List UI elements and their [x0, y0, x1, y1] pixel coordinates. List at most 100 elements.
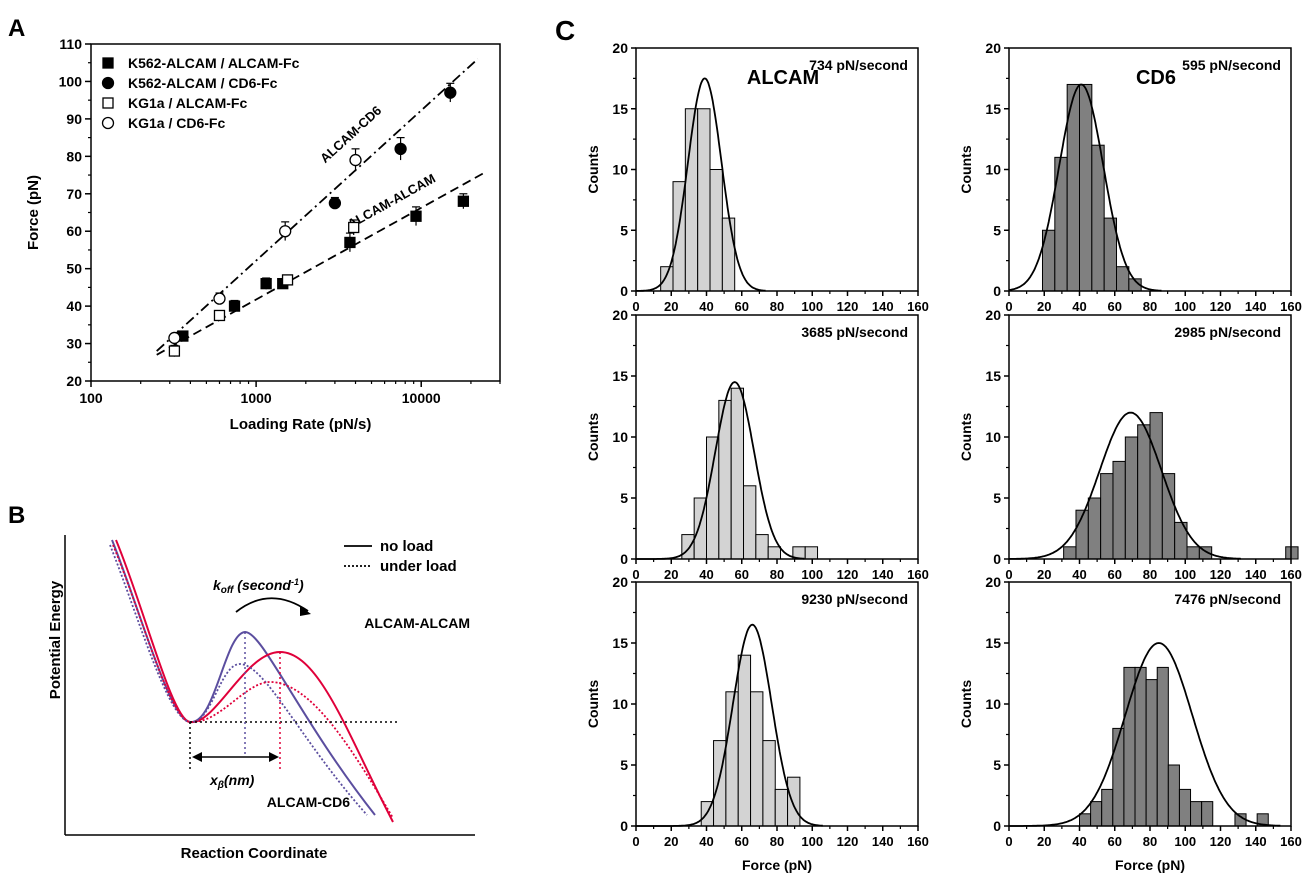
c-plot-frame	[635, 314, 919, 560]
a-ytick-label: 70	[66, 186, 82, 202]
a-legend-label: K562-ALCAM / CD6-Fc	[128, 75, 278, 91]
panel-letter-b: B	[8, 502, 25, 529]
b-label-alcam-alcam: ALCAM-ALCAM	[364, 615, 470, 631]
c-bar	[1112, 460, 1126, 560]
c-xlabel: Force (pN)	[1115, 857, 1185, 873]
c-xtick-label: 0	[1005, 567, 1012, 582]
c-ytick-label: 0	[620, 283, 628, 299]
c-ytick-label: 20	[612, 307, 628, 323]
c-bar	[737, 654, 752, 827]
b-label-alcam-cd6: ALCAM-CD6	[267, 794, 350, 810]
c-xtick-label: 40	[1072, 834, 1086, 849]
a-data-point	[444, 86, 457, 99]
a-legend-marker	[101, 76, 115, 90]
c-bar	[1116, 266, 1130, 292]
c-histogram-6: 0 5 10 15 20 0 20 40 60 80 100 120 140 160 7476 pN/sec…	[958, 574, 1302, 873]
c-xtick-label: 80	[1143, 834, 1157, 849]
c-bar	[1124, 436, 1139, 560]
b-curve-alcam-alcam-no-load	[115, 539, 394, 823]
a-legend-label: KG1a / CD6-Fc	[128, 115, 225, 131]
c-ytick-label: 15	[612, 635, 628, 651]
c-bar	[1186, 546, 1200, 560]
a-data-point	[168, 331, 181, 345]
c-bar	[1101, 788, 1114, 827]
c-bar	[762, 740, 776, 827]
c-bar	[787, 776, 801, 827]
c-xtick-label: 40	[1072, 567, 1086, 582]
c-xtick-label: 0	[1005, 834, 1012, 849]
c-bar	[1167, 764, 1180, 827]
a-ytick-label: 90	[66, 111, 82, 127]
c-xtick-label: 100	[1174, 834, 1196, 849]
c-bar	[681, 534, 695, 560]
c-bar	[1190, 801, 1203, 827]
c-ytick-label: 10	[612, 429, 628, 445]
a-xlabel: Loading Rate (pN/s)	[230, 416, 372, 433]
c-xtick-label: 100	[801, 567, 823, 582]
c-xtick-label: 40	[699, 834, 713, 849]
c-ytick-label: 10	[612, 696, 628, 712]
c-ytick-label: 5	[993, 222, 1001, 238]
c-xtick-label: 20	[1037, 567, 1051, 582]
c-ytick-label: 10	[985, 696, 1001, 712]
a-ytick-label: 100	[59, 73, 83, 89]
c-xtick-label: 160	[1280, 834, 1302, 849]
c-bar	[1079, 83, 1093, 292]
c-bar	[1161, 473, 1176, 560]
c-xtick-label: 40	[699, 299, 713, 314]
a-data-point	[394, 142, 407, 155]
c-xtick-label: 60	[735, 299, 749, 314]
c-ytick-label: 20	[985, 40, 1001, 56]
c-bar	[1178, 788, 1192, 827]
a-legend-marker	[102, 57, 114, 69]
c-xtick-label: 160	[907, 299, 929, 314]
c-ylabel: Counts	[958, 145, 974, 193]
c-xtick-label: 20	[664, 834, 678, 849]
c-bar	[1091, 144, 1105, 292]
c-fit-curve	[635, 77, 766, 292]
panel-letter-a: A	[8, 15, 25, 42]
c-xtick-label: 60	[1108, 834, 1122, 849]
c-ytick-label: 20	[985, 307, 1001, 323]
c-xtick-label: 160	[1280, 567, 1302, 582]
a-xtick-label: 1000	[241, 390, 272, 406]
c-bar	[1087, 497, 1102, 560]
c-ytick-label: 10	[985, 162, 1001, 178]
a-data-point	[213, 309, 226, 322]
c-xtick-label: 80	[770, 567, 784, 582]
c-ylabel: Counts	[958, 413, 974, 461]
c-xtick-label: 80	[770, 834, 784, 849]
b-xbeta-arrowhead-left	[192, 752, 202, 762]
c-bar	[660, 266, 674, 292]
a-ytick-label: 20	[66, 373, 82, 389]
b-koff-arrowhead	[300, 606, 311, 616]
a-ylabel: Force (pN)	[25, 175, 42, 250]
c-xtick-label: 0	[632, 834, 639, 849]
a-xtick-label: 100	[79, 390, 103, 406]
c-ylabel: Counts	[585, 413, 601, 461]
c-bar	[1079, 813, 1092, 827]
c-bar	[1100, 473, 1114, 560]
c-bar	[774, 788, 789, 827]
c-ytick-label: 15	[985, 368, 1001, 384]
c-ylabel: Counts	[958, 680, 974, 728]
b-legend-solid-label: no load	[380, 538, 433, 555]
c-xtick-label: 140	[1245, 834, 1267, 849]
c-xtick-label: 120	[1210, 834, 1232, 849]
c-bar	[1145, 679, 1158, 827]
c-ytick-label: 20	[612, 574, 628, 590]
a-ytick-label: 40	[66, 298, 82, 314]
c-bar	[767, 546, 782, 560]
c-xtick-label: 100	[801, 834, 823, 849]
c-rate-label: 595 pN/second	[1182, 57, 1281, 73]
c-ytick-label: 0	[993, 283, 1001, 299]
c-bar	[1137, 424, 1151, 560]
c-xtick-label: 140	[1245, 299, 1267, 314]
c-histogram-3: 0 5 10 15 20 0 20 40 60 80 100 120 140 160 3685 pN/sec…	[585, 307, 929, 582]
c-bar	[706, 436, 720, 560]
c-xlabel: Force (pN)	[742, 857, 812, 873]
c-rate-label: 7476 pN/second	[1174, 591, 1281, 607]
b-xbeta-label: xβ(nm)	[209, 772, 255, 791]
c-ytick-label: 15	[985, 635, 1001, 651]
